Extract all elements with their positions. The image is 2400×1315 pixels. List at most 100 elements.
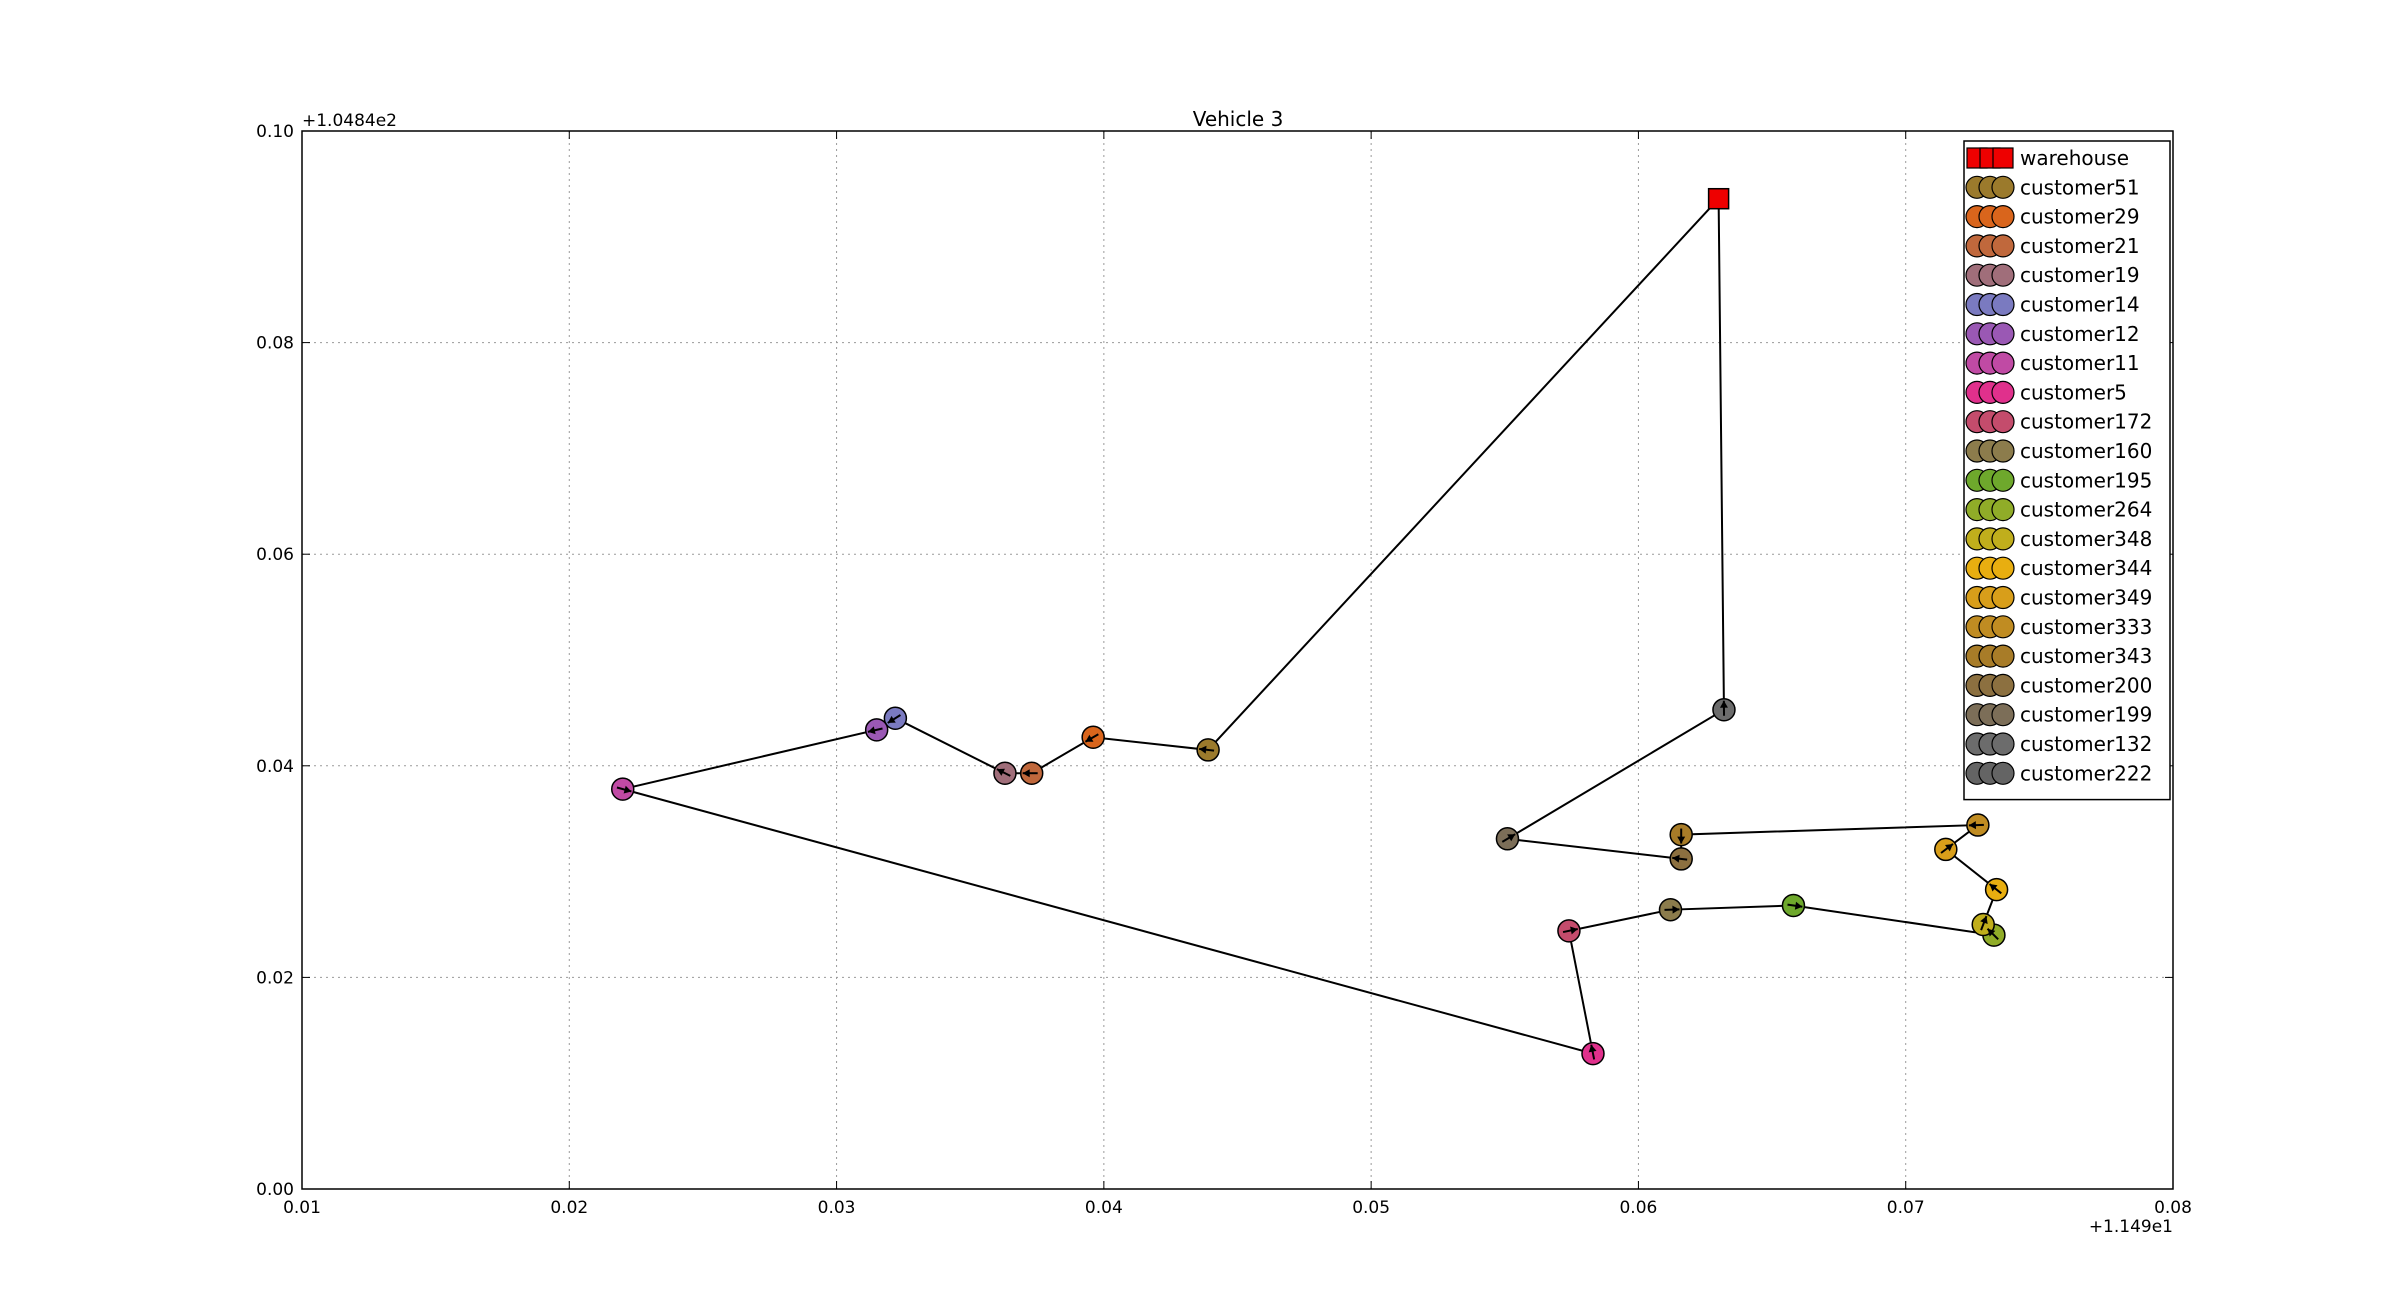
plot-frame (301, 130, 2174, 1190)
x-tick-label: 0.04 (1085, 1198, 1123, 1218)
route-arrow-head (1719, 700, 1728, 708)
legend-label: customer343 (2020, 644, 2152, 668)
legend-entry: customer343 (1965, 644, 2152, 668)
legend-marker (1991, 351, 2015, 375)
legend-entry: warehouse (1966, 146, 2129, 170)
x-tick-label: 0.02 (550, 1198, 588, 1218)
legend-marker (1991, 585, 2015, 610)
y-tick-label: 0.08 (256, 334, 294, 354)
x-tick-label: 0.03 (818, 1198, 856, 1218)
legend-entry: customer160 (1965, 439, 2152, 463)
legend-marker (1991, 673, 2015, 698)
legend-entry: customer21 (1965, 234, 2140, 258)
legend: warehouse customer51 customer29 customer21 c… (1963, 140, 2171, 801)
point-warehouse (1707, 187, 1730, 210)
legend-marker (1991, 175, 2015, 199)
legend-entry: customer264 (1965, 498, 2152, 522)
chart-title: Vehicle 3 (1193, 107, 1284, 131)
x-tick-label: 0.08 (2154, 1198, 2192, 1218)
legend-entry: customer12 (1965, 322, 2140, 346)
route-arrow-head (623, 785, 632, 794)
legend-label: customer264 (2020, 498, 2152, 522)
legend-label: customer11 (2020, 351, 2140, 375)
route-arrow-head (1987, 928, 1996, 937)
legend-marker (1991, 527, 2015, 551)
legend-label: customer200 (2020, 673, 2152, 697)
x-axis-offset-label: +1.149e1 (2089, 1217, 2173, 1237)
x-tick-label: 0.07 (1887, 1198, 1925, 1218)
legend-label: customer344 (2020, 556, 2152, 580)
route-path (622, 198, 1998, 1055)
legend-label: customer14 (2020, 293, 2140, 317)
route-arrow-head (1944, 843, 1953, 852)
legend-label: customer199 (2020, 703, 2152, 727)
route-arrow-head (1085, 734, 1094, 742)
legend-entry: customer11 (1965, 351, 2140, 375)
legend-marker (1991, 468, 2015, 492)
legend-label: customer29 (2020, 205, 2140, 229)
legend-marker (1991, 263, 2015, 287)
legend-entry: customer199 (1965, 703, 2152, 727)
legend-marker (1991, 761, 2015, 785)
route-arrow-head (1980, 916, 1988, 925)
x-tick-label: 0.01 (283, 1198, 321, 1218)
legend-marker (1991, 292, 2015, 317)
route-arrow-head (1968, 821, 1977, 830)
route-arrow-head (1507, 834, 1516, 842)
route-arrow-head (887, 715, 896, 723)
route-stops (610, 187, 2009, 1066)
legend-marker (1991, 615, 2015, 639)
legend-marker (1991, 498, 2015, 522)
route-arrow-head (1022, 769, 1030, 778)
legend-entry: customer348 (1965, 527, 2152, 551)
route-arrow-head (1672, 905, 1680, 914)
legend-entry: customer349 (1965, 585, 2152, 610)
legend-marker (1991, 234, 2015, 258)
axis-ticks: 0.01 0.02 0.03 0.04 0.05 0.06 0.07 0.08 0.00 0.02… (256, 122, 2192, 1218)
legend-label: customer160 (2020, 439, 2152, 463)
legend-label: customer19 (2020, 263, 2140, 287)
route-arrow-head (1677, 836, 1686, 844)
y-axis-offset-label: +1.0484e2 (302, 111, 397, 131)
route-arrow-head (1199, 745, 1207, 754)
legend-label: customer222 (2020, 761, 2152, 785)
legend-entry: customer19 (1965, 263, 2140, 287)
route-arrow-head (996, 768, 1005, 776)
legend-label: customer51 (2020, 175, 2140, 199)
y-tick-label: 0.06 (256, 545, 294, 565)
legend-label: customer348 (2020, 527, 2152, 551)
legend-label: customer5 (2020, 380, 2127, 404)
route-line (622, 198, 1998, 1055)
y-tick-label: 0.10 (256, 122, 294, 142)
legend-marker (1991, 322, 2015, 346)
legend-entry: customer195 (1965, 468, 2152, 492)
legend-marker (1992, 147, 2014, 169)
legend-label: customer132 (2020, 732, 2152, 756)
legend-label: customer12 (2020, 322, 2140, 346)
legend-entry: customer172 (1965, 410, 2152, 434)
route-arrow-head (867, 726, 876, 735)
legend-entry: customer29 (1965, 205, 2140, 229)
x-tick-label: 0.06 (1619, 1198, 1657, 1218)
x-tick-label: 0.05 (1352, 1198, 1390, 1218)
route-arrow-head (1989, 883, 1998, 892)
route-arrow-head (1570, 926, 1578, 935)
y-tick-label: 0.04 (256, 757, 294, 777)
legend-marker (1991, 556, 2015, 580)
route-arrow-head (1588, 1044, 1597, 1053)
legend-entry: customer333 (1965, 615, 2152, 639)
y-tick-label: 0.02 (256, 968, 294, 988)
legend-marker (1991, 439, 2015, 463)
legend-marker (1991, 703, 2015, 727)
legend-label: customer333 (2020, 615, 2152, 639)
legend-label: customer349 (2020, 586, 2152, 610)
legend-marker (1991, 644, 2015, 668)
y-tick-label: 0.00 (256, 1180, 294, 1200)
legend-label: customer21 (2020, 234, 2140, 258)
legend-label: customer172 (2020, 410, 2152, 434)
legend-label: customer195 (2020, 468, 2152, 492)
legend-entry: customer132 (1965, 732, 2152, 756)
legend-entry: customer5 (1965, 380, 2127, 404)
legend-marker (1991, 732, 2015, 756)
